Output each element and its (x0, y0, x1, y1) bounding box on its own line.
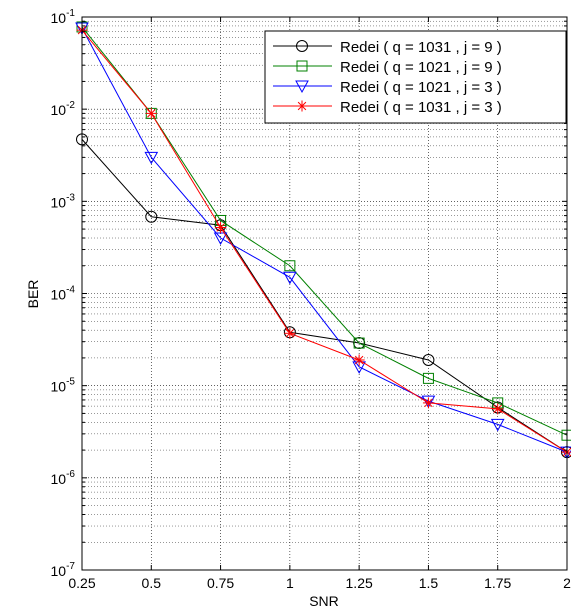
tick-layer (81, 16, 568, 571)
x-axis-title: SNR (309, 593, 339, 609)
data-point (284, 260, 296, 272)
marker-triangle (144, 151, 159, 165)
legend-label: Redei ( q = 1031 , j = 3 ) (340, 99, 502, 116)
data-point (490, 418, 505, 432)
x-tick-label: 1.5 (419, 575, 439, 591)
data-point (422, 372, 434, 384)
legend-entry: Redei ( q = 1021 , j = 9 ) (273, 59, 502, 76)
data-point (145, 210, 158, 223)
data-point (422, 397, 434, 409)
legend-label: Redei ( q = 1031 , j = 9 ) (340, 39, 502, 56)
data-point (422, 353, 435, 366)
marker-asterisk-stroke (424, 398, 433, 408)
legend-entry: Redei ( q = 1021 , j = 3 ) (273, 79, 502, 96)
legend: Redei ( q = 1031 , j = 9 ) Redei ( q = 10… (264, 30, 567, 124)
legend-marker (295, 80, 309, 94)
x-tick-label: 1.25 (346, 575, 373, 591)
x-tick-label: 1 (286, 575, 294, 591)
data-point (284, 327, 296, 339)
data-point (215, 222, 227, 234)
series (76, 24, 571, 458)
data-point (283, 271, 297, 285)
legend-label: Redei ( q = 1021 , j = 3 ) (340, 79, 502, 96)
marker-square (296, 60, 308, 72)
legend-marker (296, 60, 308, 72)
data-point (213, 232, 228, 246)
marker-circle (296, 40, 308, 52)
grid-layer (82, 17, 567, 570)
marker-square (422, 372, 434, 384)
data-point (492, 403, 504, 415)
y-tick-label: 10-3 (51, 192, 76, 210)
x-tick-label: 0.75 (207, 575, 234, 591)
marker-circle (422, 353, 435, 366)
series-line (81, 27, 568, 453)
legend-label: Redei ( q = 1021 , j = 9 ) (340, 59, 502, 76)
series-layer (75, 21, 571, 460)
data-point (144, 151, 159, 165)
series-line (81, 26, 568, 436)
marker-square (284, 260, 296, 272)
marker-asterisk-stroke (216, 223, 225, 232)
x-tick-label: 1.75 (484, 575, 511, 591)
marker-asterisk-stroke (147, 109, 156, 118)
legend-marker (296, 40, 308, 52)
marker-asterisk-stroke (493, 404, 502, 414)
marker-triangle (490, 418, 505, 432)
data-point (353, 337, 365, 349)
marker-triangle (295, 80, 309, 94)
marker-square (353, 337, 365, 349)
legend-marker (296, 100, 308, 112)
y-tick-label: 10-4 (51, 285, 76, 303)
marker-circle (145, 210, 158, 223)
y-axis-title: BER (25, 280, 41, 309)
legend-entry: Redei ( q = 1031 , j = 9 ) (273, 39, 502, 56)
x-tick-label: 0.25 (68, 575, 95, 591)
x-tick-label: 2 (563, 575, 571, 591)
marker-asterisk-stroke (285, 329, 295, 338)
marker-triangle (283, 271, 297, 285)
y-tick-label: 10-1 (51, 8, 76, 26)
y-tick-label: 10-5 (51, 377, 76, 395)
y-tick-label: 10-6 (51, 469, 76, 487)
series-line (81, 139, 568, 453)
data-point (353, 354, 365, 366)
y-tick-label: 10-7 (51, 561, 76, 579)
legend-entry: Redei ( q = 1031 , j = 3 ) (273, 99, 502, 116)
data-point (145, 107, 157, 119)
marker-asterisk-stroke (354, 355, 364, 365)
y-tick-label: 10-2 (51, 100, 76, 118)
marker-triangle (213, 232, 228, 246)
label-layer: 0.25 0.5 0.75 1 1.25 1.5 1.75 2 10-7 10-6 10-5 10-4… (51, 8, 571, 591)
marker-asterisk-stroke (297, 101, 307, 111)
x-tick-label: 0.5 (142, 575, 162, 591)
series-line (81, 29, 568, 453)
